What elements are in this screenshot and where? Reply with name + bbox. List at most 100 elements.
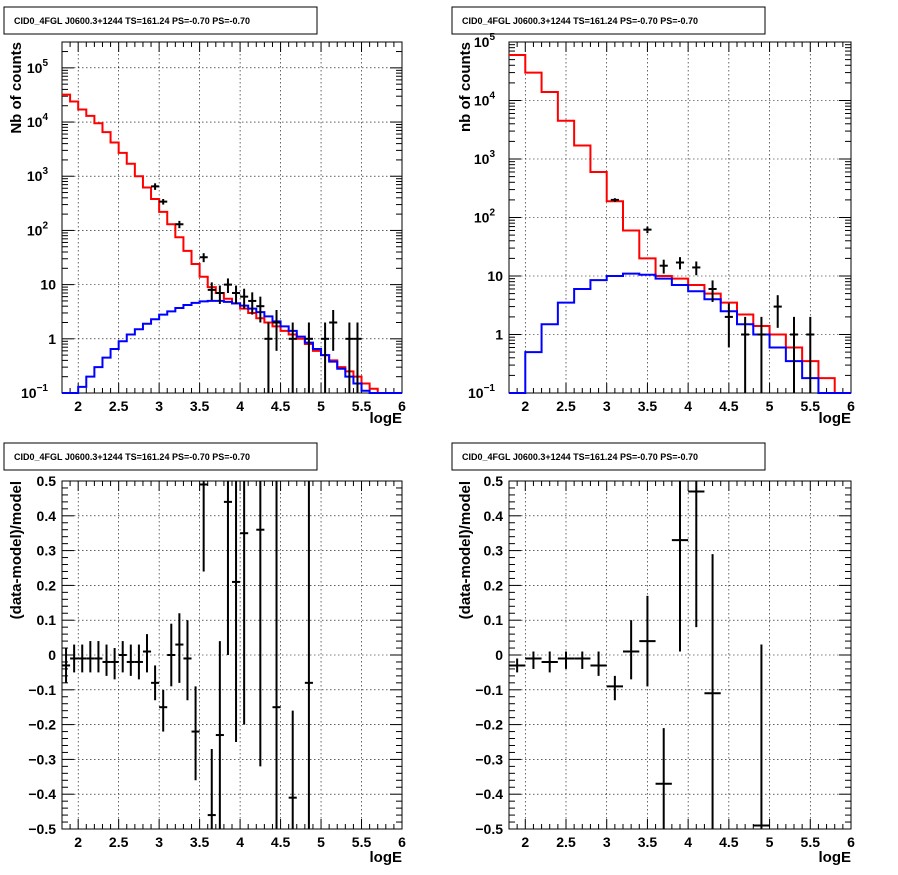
data-point [240,481,249,725]
data-point [692,261,701,276]
data-point [232,285,241,304]
data-point [70,644,79,673]
y-tick-label: 0.4 [484,508,504,524]
x-tick-label: 4.5 [719,398,739,414]
data-point [62,648,71,683]
data-point [223,481,232,655]
y-tick-label: 1 [495,327,503,343]
data-point [773,295,782,328]
data-point [94,641,103,673]
x-tick-label: 3 [155,834,163,850]
data-point [806,316,815,393]
data-point [86,641,95,673]
y-tick-label: −0.1 [28,682,56,698]
x-tick-label: 5.5 [352,834,372,850]
y-axis-label: Nb of counts [8,42,25,134]
data-point [199,253,208,263]
y-tick-exponent: −1 [37,383,49,394]
x-axis-label: logE [370,410,403,427]
data-point [321,322,330,393]
data-point [256,296,265,323]
panel-bottom-left-residuals: CID0_4FGL J0600.3+1244 TS=161.24 PS=-0.7… [3,442,406,866]
panel-top-left-counts: CID0_4FGL J0600.3+1244 TS=161.24 PS=-0.7… [3,6,406,427]
y-tick-exponent: 2 [42,220,48,231]
x-tick-label: 4.5 [719,834,739,850]
data-point [264,322,273,393]
data-point [623,620,640,680]
y-tick-label: 0.1 [37,612,57,628]
y-tick-label: −0.5 [475,821,503,837]
x-tick-label: 6 [847,834,855,850]
x-tick-label: 5 [317,398,325,414]
y-tick-label: 0 [48,647,56,663]
y-axis-label: (data-model)/model [8,481,25,619]
y-tick-label: 0 [495,647,503,663]
data-point [288,710,297,829]
y-tick-exponent: 4 [42,112,48,123]
data-point [118,641,127,673]
x-tick-label: 3 [603,398,611,414]
data-point [557,651,575,669]
data-point [248,292,257,315]
y-tick-label: −0.2 [475,717,503,733]
x-tick-label: 6 [398,834,406,850]
data-point [142,634,152,673]
y-tick-exponent: 2 [489,208,495,219]
x-tick-label: 4.5 [271,834,291,850]
data-point [329,310,338,351]
x-tick-label: 2.5 [109,834,129,850]
y-tick-exponent: 5 [42,58,48,69]
x-tick-label: 5 [766,398,774,414]
data-point [304,322,313,393]
data-point [757,316,766,393]
x-tick-label: 4 [236,398,244,414]
panel-title-box [451,442,766,471]
panel-title: CID0_4FGL J0600.3+1244 TS=161.24 PS=-0.7… [14,16,250,26]
y-tick-exponent: −1 [484,383,496,394]
x-tick-label: 5.5 [352,398,372,414]
x-tick-label: 2 [521,398,529,414]
data-point [353,322,362,393]
data-point [102,644,111,676]
data-point [272,310,281,351]
data-point [199,481,208,572]
data-point [525,651,542,669]
panel-title-box [451,6,766,35]
y-tick-label: 0.1 [484,612,504,628]
y-tick-label: 10 [40,277,56,293]
data-point [256,481,265,767]
x-tick-label: 2.5 [556,398,576,414]
y-tick-label: 0.5 [484,473,504,489]
y-tick-label: −0.4 [475,786,503,802]
data-point [708,280,717,302]
x-tick-label: 6 [847,398,855,414]
x-axis-label: logE [819,849,852,866]
data-point [574,651,591,669]
data-point [671,481,689,652]
data-point [288,322,297,393]
data-point [704,554,721,829]
y-tick-exponent: 4 [489,91,495,102]
panel-title: CID0_4FGL J0600.3+1244 TS=161.24 PS=-0.7… [462,16,698,26]
data-point [304,481,313,829]
data-point [223,278,232,294]
data-point [126,644,135,676]
y-tick-label: 0.4 [37,508,57,524]
plot-area: 2 2.5 3 3.5 4 4.5 5 5.5 6 −0.5 −0.4 −0.3 −0.2 −0.1 0 0.… [475,473,855,850]
data-point [639,595,656,687]
data-point [183,620,192,701]
data-point [688,481,705,628]
y-tick-label: 1 [48,331,56,347]
data-point [159,199,168,205]
panel-title: CID0_4FGL J0600.3+1244 TS=161.24 PS=-0.7… [14,452,250,462]
data-point [541,651,558,673]
data-point [675,257,685,270]
y-tick-label: −0.1 [475,682,503,698]
x-tick-label: 6 [398,398,406,414]
x-axis-label: logE [819,410,852,427]
data-point [151,665,160,701]
x-axis-label: logE [370,849,403,866]
